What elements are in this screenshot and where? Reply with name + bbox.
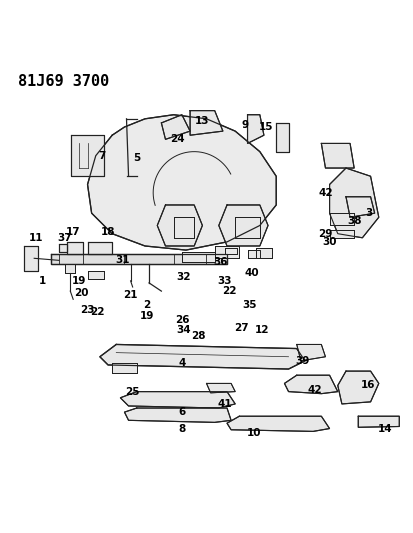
Polygon shape <box>174 217 194 238</box>
Text: 41: 41 <box>218 399 232 409</box>
Text: 15: 15 <box>259 122 273 132</box>
Polygon shape <box>247 115 264 143</box>
Text: 42: 42 <box>308 385 323 394</box>
Text: 14: 14 <box>377 424 392 433</box>
Polygon shape <box>67 242 83 254</box>
Polygon shape <box>256 248 272 259</box>
Polygon shape <box>161 115 190 139</box>
Polygon shape <box>88 242 112 254</box>
Text: 19: 19 <box>72 276 86 286</box>
Polygon shape <box>358 416 399 427</box>
Text: 38: 38 <box>347 216 361 227</box>
Text: 81J69 3700: 81J69 3700 <box>18 74 109 88</box>
Text: 9: 9 <box>242 120 249 130</box>
Text: 6: 6 <box>178 407 185 417</box>
Text: 3: 3 <box>365 208 372 218</box>
Polygon shape <box>65 264 75 273</box>
Polygon shape <box>182 252 215 262</box>
Polygon shape <box>330 168 379 238</box>
Text: 10: 10 <box>247 427 261 438</box>
Polygon shape <box>88 271 104 279</box>
Polygon shape <box>297 344 325 361</box>
Polygon shape <box>206 383 235 393</box>
Polygon shape <box>24 246 38 271</box>
Polygon shape <box>51 254 227 264</box>
Text: 22: 22 <box>90 306 105 317</box>
Text: 40: 40 <box>244 268 259 278</box>
Text: 34: 34 <box>177 325 191 335</box>
Text: 32: 32 <box>177 272 191 282</box>
Text: 11: 11 <box>29 233 43 243</box>
Text: 5: 5 <box>133 153 140 163</box>
Polygon shape <box>157 205 202 246</box>
Text: 7: 7 <box>98 151 106 161</box>
Text: 23: 23 <box>80 304 95 314</box>
Text: 19: 19 <box>140 311 154 321</box>
Polygon shape <box>112 363 137 373</box>
Polygon shape <box>346 197 375 217</box>
Text: 20: 20 <box>74 288 89 298</box>
Text: 22: 22 <box>222 286 236 296</box>
Text: 31: 31 <box>115 255 130 265</box>
Polygon shape <box>227 416 330 431</box>
Text: 8: 8 <box>178 424 185 433</box>
Text: 27: 27 <box>234 323 249 333</box>
Text: 30: 30 <box>322 237 337 247</box>
Text: 18: 18 <box>101 227 115 237</box>
Text: 29: 29 <box>318 229 332 239</box>
Polygon shape <box>338 371 379 404</box>
Polygon shape <box>321 143 354 168</box>
Polygon shape <box>330 213 354 225</box>
Polygon shape <box>247 250 260 259</box>
Polygon shape <box>124 408 231 422</box>
Polygon shape <box>120 392 235 408</box>
Text: 33: 33 <box>218 276 232 286</box>
Text: 1: 1 <box>39 276 46 286</box>
Text: 36: 36 <box>214 257 228 268</box>
Polygon shape <box>285 375 338 394</box>
Polygon shape <box>59 244 67 252</box>
Text: 39: 39 <box>296 356 310 366</box>
Polygon shape <box>71 135 104 176</box>
Text: 16: 16 <box>361 381 376 391</box>
Polygon shape <box>219 205 268 246</box>
Text: 42: 42 <box>318 188 333 198</box>
Polygon shape <box>276 123 289 151</box>
Text: 24: 24 <box>171 134 185 144</box>
Text: 35: 35 <box>242 301 257 310</box>
Polygon shape <box>190 111 223 135</box>
Polygon shape <box>215 246 239 259</box>
Polygon shape <box>100 344 305 369</box>
Text: 21: 21 <box>123 290 138 300</box>
Text: 12: 12 <box>255 325 269 335</box>
Text: 26: 26 <box>175 315 189 325</box>
Polygon shape <box>330 230 354 238</box>
Text: 37: 37 <box>58 233 72 243</box>
Text: 17: 17 <box>66 227 81 237</box>
Polygon shape <box>225 248 237 254</box>
Polygon shape <box>235 217 260 238</box>
Text: 25: 25 <box>126 386 140 397</box>
Text: 13: 13 <box>195 116 210 126</box>
Polygon shape <box>88 115 276 250</box>
Text: 28: 28 <box>191 331 206 341</box>
Text: 2: 2 <box>143 301 151 310</box>
Text: 4: 4 <box>178 358 185 368</box>
